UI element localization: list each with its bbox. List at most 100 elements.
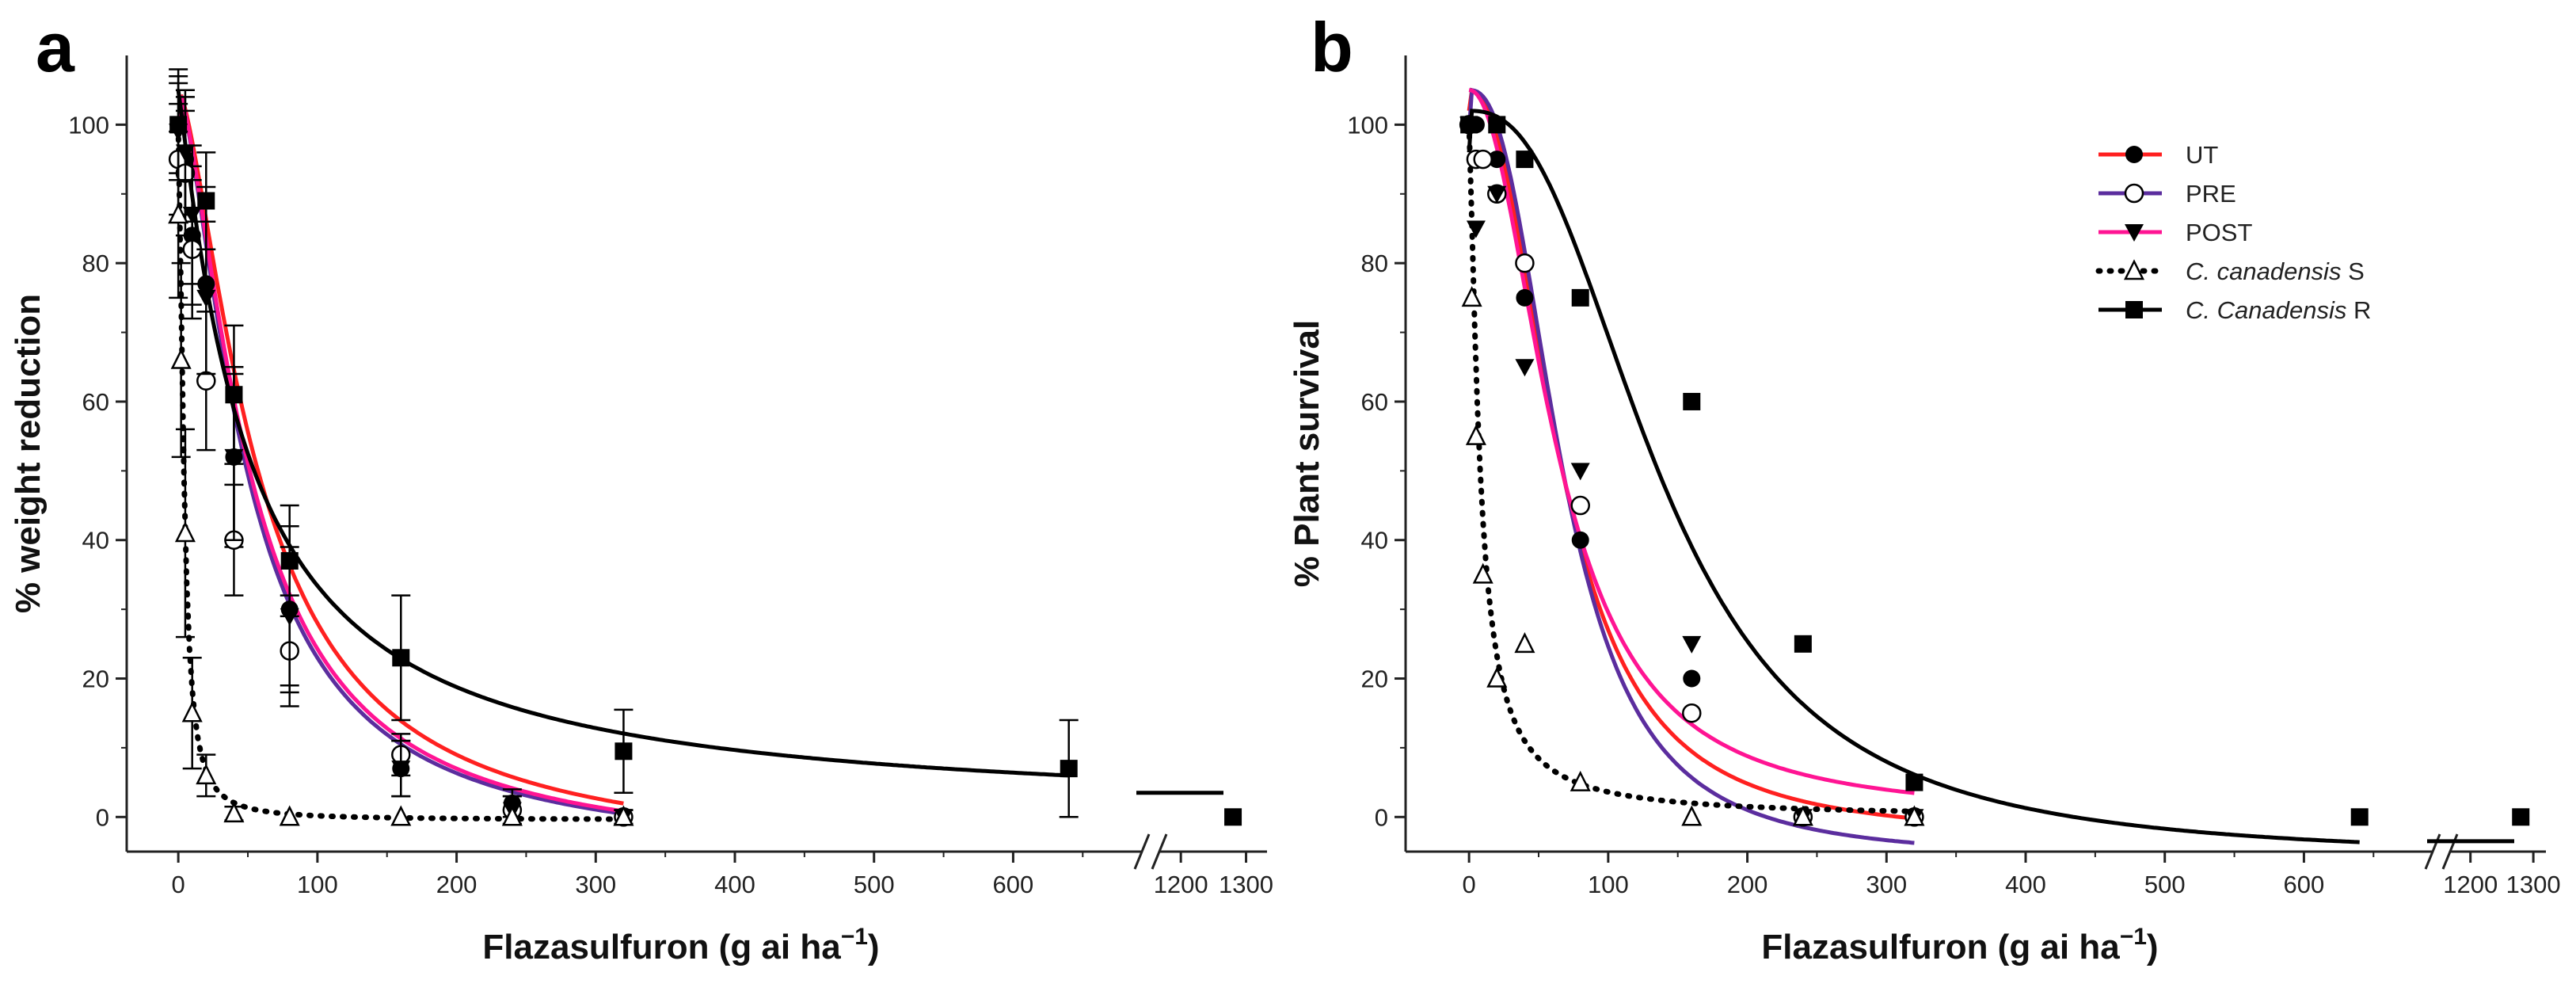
axis-break-mark — [1133, 833, 1151, 870]
x-axis-label-main: Flazasulfuron (g ai ha — [1761, 928, 2120, 966]
data-point — [2125, 224, 2144, 242]
fit-curve — [1468, 88, 1915, 795]
data-point — [1570, 495, 1590, 516]
y-tick-label: 80 — [1361, 250, 1388, 277]
data-point — [1682, 703, 1702, 723]
fit-curve — [1466, 121, 1917, 814]
y-tick-label: 100 — [68, 111, 109, 139]
data-point — [390, 805, 412, 826]
data-point — [1681, 805, 1703, 826]
data-point — [1486, 666, 1508, 688]
data-point — [1514, 632, 1535, 654]
data-point — [182, 207, 202, 224]
data-point — [1792, 805, 1813, 826]
data-point — [1571, 531, 1589, 549]
legend-label: POST — [2186, 219, 2252, 246]
data-point — [1473, 149, 1493, 170]
panel-a: 0 20 40 60 80 100 0 100 200 300 400 500 600 1200 1300 F… — [9, 8, 1273, 966]
x-tick-label: 200 — [1727, 871, 1768, 898]
x-tick-label: 1300 — [2506, 871, 2561, 898]
data-point — [1683, 669, 1701, 688]
panel-b: 0 20 40 60 80 100 0 100 200 300 400 500 600 1200 1300 F… — [1288, 8, 2561, 966]
x-tick-label: 1200 — [2443, 871, 2498, 898]
data-point — [225, 386, 243, 404]
data-point — [1488, 151, 1506, 169]
y-tick-label: 20 — [82, 665, 109, 693]
x-tick-label: 300 — [1866, 871, 1907, 898]
data-point — [168, 203, 189, 224]
data-point — [280, 551, 299, 570]
data-point — [2512, 808, 2530, 826]
data-point — [1683, 392, 1701, 410]
panel-letter: b — [1311, 8, 1353, 86]
legend-label-italic: C. Canadensis — [2186, 296, 2346, 324]
axis-break-mark — [1151, 833, 1168, 870]
y-tick-label: 60 — [82, 388, 109, 416]
data-point — [1570, 770, 1591, 791]
data-point — [1515, 359, 1535, 377]
x-tick-label: 400 — [2005, 871, 2046, 898]
data-point — [501, 805, 523, 826]
x-tick-label: 500 — [854, 871, 895, 898]
x-tick-label: 400 — [714, 871, 755, 898]
y-tick-label: 80 — [82, 250, 109, 277]
x-tick-label: 100 — [1588, 871, 1629, 898]
y-tick-label: 0 — [96, 803, 109, 831]
y-tick-label: 40 — [82, 527, 109, 555]
x-tick-label: 600 — [993, 871, 1034, 898]
data-point — [1060, 760, 1078, 778]
data-point — [279, 805, 300, 826]
x-tick-label: 500 — [2144, 871, 2186, 898]
data-point — [1571, 288, 1589, 307]
x-axis-label-main: Flazasulfuron (g ai ha — [482, 928, 841, 966]
data-point — [169, 116, 188, 134]
data-point — [1461, 286, 1482, 307]
data-point — [392, 649, 410, 667]
x-axis-label-sup: −1 — [2120, 924, 2147, 950]
data-point — [391, 761, 411, 779]
data-point — [1515, 253, 1535, 273]
x-axis-label: Flazasulfuron (g ai ha−1) — [482, 924, 879, 966]
x-tick-label: 1200 — [1154, 871, 1208, 898]
data-point — [197, 192, 215, 210]
fit-curve — [176, 90, 1069, 778]
data-point — [1516, 151, 1534, 169]
legend-label: C. canadensis S — [2186, 257, 2365, 285]
data-point — [2125, 146, 2143, 163]
x-axis-label: Flazasulfuron (g ai ha−1) — [1761, 924, 2158, 966]
y-tick-label: 40 — [1361, 527, 1388, 555]
legend-label: PRE — [2186, 180, 2236, 208]
legend-label-suffix: R — [2346, 296, 2371, 324]
data-point — [1472, 562, 1493, 584]
data-point — [1570, 463, 1590, 481]
legend-label-italic: C. canadensis — [2186, 257, 2341, 285]
data-point — [615, 742, 633, 761]
data-point — [1794, 635, 1812, 653]
y-tick-label: 0 — [1375, 803, 1388, 831]
x-tick-label: 200 — [436, 871, 478, 898]
data-point — [175, 144, 195, 162]
data-point — [174, 521, 196, 543]
data-point — [613, 805, 634, 826]
panel-letter: a — [36, 8, 75, 86]
data-point — [1460, 116, 1478, 134]
legend-label: UT — [2186, 141, 2218, 169]
y-axis-label: % Plant survival — [1288, 320, 1326, 587]
data-point — [1487, 185, 1507, 204]
data-point — [170, 348, 192, 369]
data-point — [1224, 808, 1242, 826]
data-point — [181, 701, 203, 722]
x-tick-label: 600 — [2284, 871, 2325, 898]
fit-curve — [1467, 87, 1915, 845]
x-tick-label: 0 — [172, 871, 185, 898]
y-tick-label: 20 — [1361, 665, 1388, 693]
legend-label: C. Canadensis R — [2186, 296, 2371, 324]
x-tick-label: 0 — [1463, 871, 1476, 898]
x-axis-label-close: ) — [868, 928, 880, 966]
data-point — [2123, 259, 2145, 280]
y-tick-label: 100 — [1347, 111, 1388, 139]
x-axis-label-sup: −1 — [841, 924, 868, 950]
data-point — [1516, 288, 1534, 307]
data-point — [1488, 116, 1506, 134]
